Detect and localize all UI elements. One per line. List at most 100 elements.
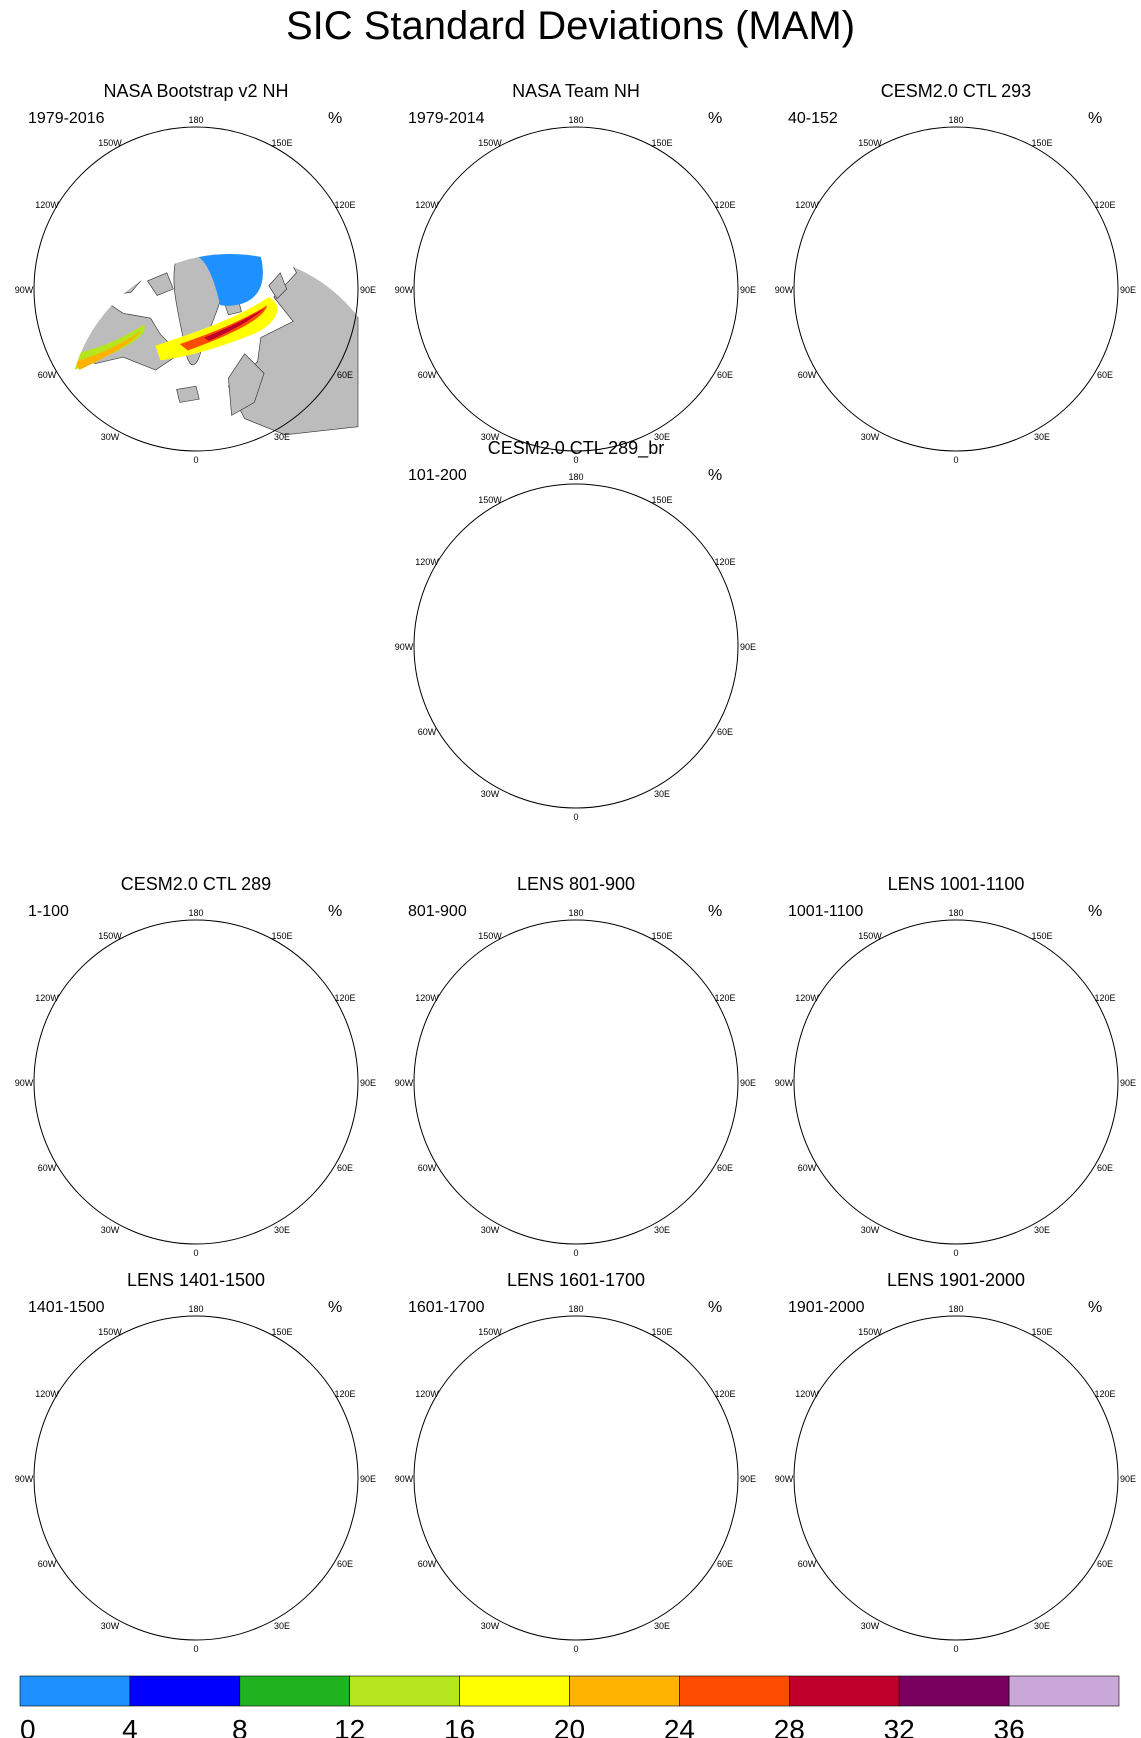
longitude-label: 180 (188, 115, 203, 125)
longitude-label: 150W (478, 495, 502, 505)
longitude-label: 30E (654, 1621, 670, 1631)
longitude-label: 180 (188, 1304, 203, 1314)
map-border (413, 1315, 739, 1641)
map-border (33, 1315, 359, 1641)
longitude-label: 120E (1094, 1389, 1115, 1399)
longitude-label: 30W (101, 432, 120, 442)
longitude-label: 30E (654, 789, 670, 799)
panels-layer: 180 150E 120E 90E 60E 30E 0 30W 60W 90W 120W 150W NA… (15, 81, 1136, 1654)
colorbar-swatch (1008, 1675, 1120, 1707)
map-ocean (794, 1316, 1118, 1640)
panel-unit: % (328, 110, 342, 127)
longitude-label: 90E (360, 1078, 376, 1088)
longitude-label: 150E (271, 138, 292, 148)
colorbar-label: 8 (232, 1714, 248, 1738)
longitude-label: 60E (717, 727, 733, 737)
longitude-label: 0 (953, 455, 958, 465)
longitude-label: 60W (798, 1163, 817, 1173)
longitude-label: 30W (101, 1621, 120, 1631)
map-panel: 180 150E 120E 90E 60E 30E 0 30W 60W 90W 120W 150W LE… (395, 874, 756, 1258)
longitude-label: 150W (98, 1327, 122, 1337)
longitude-label: 30E (274, 1621, 290, 1631)
longitude-label: 120E (714, 1389, 735, 1399)
longitude-label: 120W (415, 200, 439, 210)
map-border (33, 126, 359, 452)
panel-unit: % (328, 903, 342, 920)
longitude-label: 60W (38, 1163, 57, 1173)
longitude-label: 180 (568, 1304, 583, 1314)
panel-unit: % (708, 110, 722, 127)
panel-period: 1401-1500 (28, 1299, 105, 1316)
map-ocean (794, 127, 1118, 451)
longitude-label: 0 (573, 455, 578, 465)
panel-period: 1001-1100 (788, 903, 863, 920)
panel-period: 40-152 (788, 110, 838, 127)
longitude-label: 180 (948, 115, 963, 125)
longitude-label: 120E (334, 200, 355, 210)
longitude-label: 150E (1031, 138, 1052, 148)
colorbar-swatch (459, 1675, 570, 1707)
longitude-label: 120W (35, 1389, 59, 1399)
panel-title: NASA Bootstrap v2 NH (103, 81, 288, 101)
longitude-label: 150E (271, 931, 292, 941)
panel-title: LENS 1401-1500 (127, 1270, 265, 1290)
longitude-label: 150W (858, 931, 882, 941)
longitude-label: 120E (334, 1389, 355, 1399)
panel-period: 801-900 (408, 903, 467, 920)
longitude-label: 90W (15, 285, 34, 295)
longitude-label: 60E (337, 370, 353, 380)
longitude-label: 30E (1034, 432, 1050, 442)
longitude-label: 120E (334, 993, 355, 1003)
colorbar-swatch (349, 1675, 460, 1707)
longitude-label: 90W (395, 1474, 414, 1484)
longitude-label: 90E (740, 285, 756, 295)
longitude-label: 90E (1120, 1078, 1136, 1088)
panel-period: 1901-2000 (788, 1299, 865, 1316)
longitude-label: 150W (478, 138, 502, 148)
longitude-label: 150E (1031, 931, 1052, 941)
map-ocean (414, 127, 738, 451)
longitude-label: 150E (1031, 1327, 1052, 1337)
panel-unit: % (708, 903, 722, 920)
longitude-label: 90E (360, 285, 376, 295)
longitude-label: 90E (1120, 1474, 1136, 1484)
longitude-label: 30E (1034, 1621, 1050, 1631)
longitude-label: 150W (858, 138, 882, 148)
map-border (793, 919, 1119, 1245)
longitude-label: 60E (717, 1163, 733, 1173)
map-ocean (34, 920, 358, 1244)
longitude-label: 120W (415, 993, 439, 1003)
panel-unit: % (708, 1299, 722, 1316)
map-panel: 180 150E 120E 90E 60E 30E 0 30W 60W 90W 120W 150W CE… (775, 81, 1136, 465)
panel-period: 1601-1700 (408, 1299, 485, 1316)
longitude-label: 30W (481, 789, 500, 799)
panel-period: 1979-2014 (408, 110, 485, 127)
longitude-label: 30W (861, 1621, 880, 1631)
map-panel: 180 150E 120E 90E 60E 30E 0 30W 60W 90W 120W 150W CE… (395, 438, 756, 822)
panel-title: LENS 1601-1700 (507, 1270, 645, 1290)
longitude-label: 90E (740, 1078, 756, 1088)
colorbar-label: 16 (444, 1714, 475, 1738)
panel-title: NASA Team NH (512, 81, 640, 101)
longitude-label: 0 (193, 455, 198, 465)
longitude-label: 150E (271, 1327, 292, 1337)
longitude-label: 60W (38, 370, 57, 380)
longitude-label: 30W (861, 1225, 880, 1235)
map-ocean (414, 484, 738, 808)
map-panel: 180 150E 120E 90E 60E 30E 0 30W 60W 90W 120W 150W NA… (15, 81, 376, 465)
longitude-label: 30E (654, 1225, 670, 1235)
longitude-label: 120W (795, 1389, 819, 1399)
panel-unit: % (328, 1299, 342, 1316)
longitude-label: 150W (858, 1327, 882, 1337)
longitude-label: 150E (651, 931, 672, 941)
longitude-label: 0 (573, 812, 578, 822)
map-panel: 180 150E 120E 90E 60E 30E 0 30W 60W 90W 120W 150W NA… (395, 81, 756, 465)
colorbar-swatch (788, 1675, 900, 1707)
longitude-label: 30E (1034, 1225, 1050, 1235)
map-border (413, 919, 739, 1245)
map-border (413, 126, 739, 452)
figure-title: SIC Standard Deviations (MAM) (285, 4, 856, 48)
panel-unit: % (1088, 903, 1102, 920)
longitude-label: 90W (775, 1078, 794, 1088)
